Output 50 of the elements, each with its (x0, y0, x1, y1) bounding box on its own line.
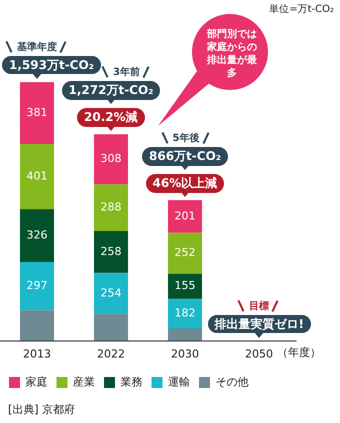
annotation: 5年後 (172, 132, 200, 146)
bar (20, 209, 54, 262)
legend-label: 家庭 (26, 375, 48, 388)
bar (94, 231, 128, 273)
data-label: 308 (100, 152, 122, 166)
total-label: 1,593万t-CO₂ (2, 56, 101, 74)
data-label: 182 (174, 306, 196, 320)
bar (168, 298, 202, 328)
x-tick-label: 2013 (23, 347, 51, 360)
total-label: 866万t-CO₂ (142, 147, 228, 166)
data-label: 201 (174, 209, 196, 222)
data-label: 288 (100, 200, 122, 214)
bar (168, 232, 202, 274)
data-label: 297 (26, 279, 48, 292)
x-axis-title: （年度） (277, 346, 321, 360)
text: 単位=万t-CO₂ (269, 3, 334, 16)
data-label: 254 (100, 286, 122, 300)
data-label: 252 (174, 246, 196, 260)
text: 基準年度 (17, 40, 57, 54)
bar (168, 200, 202, 233)
legend-label: 産業 (73, 375, 95, 388)
data-label: 326 (26, 228, 48, 242)
bar (20, 82, 54, 144)
bar (168, 274, 202, 299)
text: 部門別では家庭からの排出量が最多 (206, 28, 258, 80)
bar (94, 134, 128, 184)
annotation: 目標 (249, 300, 269, 313)
legend-label: 業務 (120, 375, 142, 388)
data-label: 258 (100, 244, 122, 258)
text: 3年前 (113, 66, 140, 80)
bar (94, 184, 128, 232)
bar (20, 144, 54, 210)
annotation: 46%以上減 (146, 174, 224, 193)
x-tick-label: 2022 (97, 347, 125, 360)
annotation: 20.2%減 (77, 108, 145, 127)
text: [出典] 京都府 (8, 402, 76, 417)
annotation: 排出量実質ゼロ! (208, 314, 311, 334)
data-label: 155 (174, 279, 196, 292)
bar (168, 328, 202, 341)
legend-label: 運輸 (168, 375, 190, 388)
bar (94, 272, 128, 314)
total-label: 1,272万t-CO₂ (62, 81, 160, 100)
bar (20, 310, 54, 341)
data-label: 381 (26, 106, 48, 119)
bar (94, 314, 128, 341)
x-tick-label: 2030 (171, 347, 199, 360)
bar (20, 262, 54, 310)
legend-label: その他 (216, 375, 248, 388)
x-tick-label: 2050 (245, 347, 273, 360)
data-label: 401 (26, 169, 48, 182)
